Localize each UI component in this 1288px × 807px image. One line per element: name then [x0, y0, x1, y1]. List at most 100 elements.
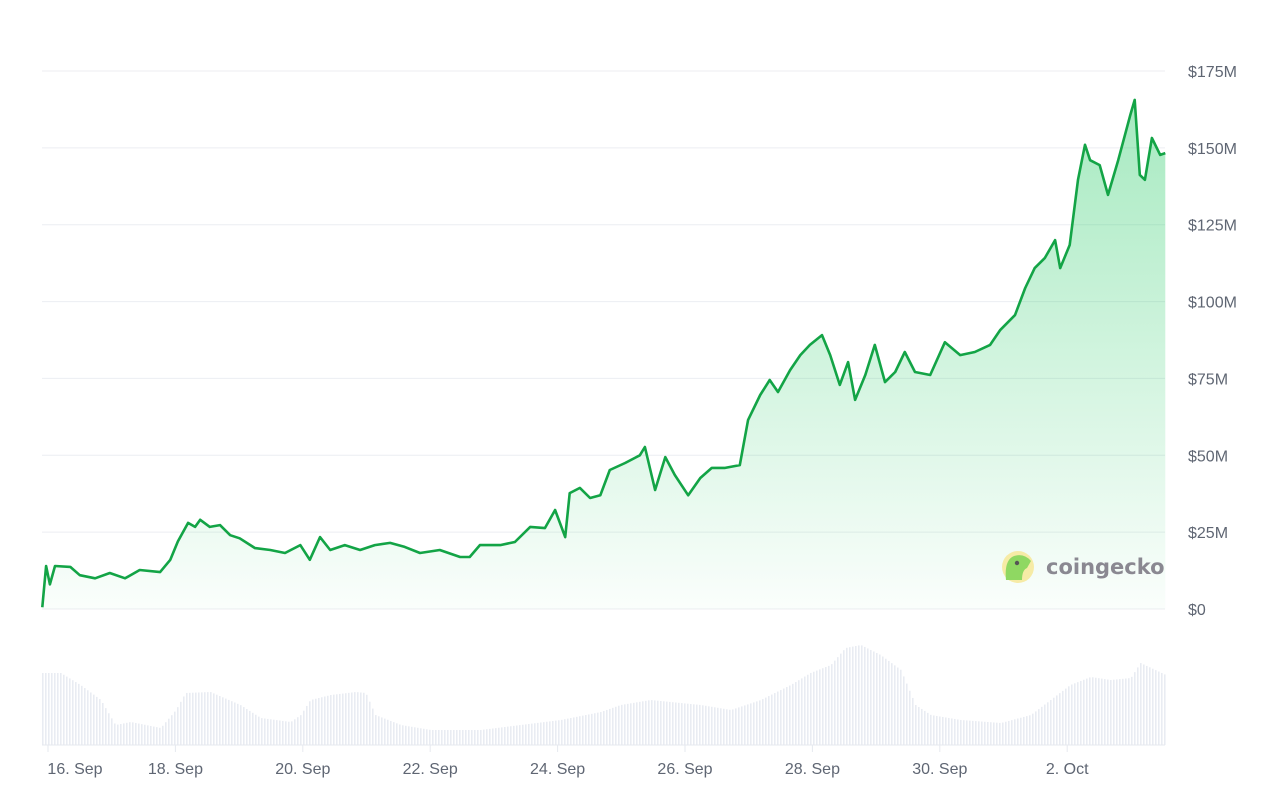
volume-bar — [459, 730, 461, 745]
volume-bar — [828, 665, 830, 745]
volume-bar — [696, 704, 698, 745]
volume-bar — [957, 719, 959, 745]
volume-bar — [651, 700, 653, 745]
volume-bar — [243, 707, 245, 745]
volume-bar — [861, 645, 863, 745]
volume-bar — [762, 699, 764, 745]
volume-bar — [603, 711, 605, 745]
volume-bar — [1098, 678, 1100, 745]
volume-bar — [195, 692, 197, 745]
volume-bar — [681, 703, 683, 745]
volume-bar — [843, 650, 845, 745]
volume-bar — [1149, 667, 1151, 745]
volume-bar — [975, 721, 977, 745]
volume-bar — [234, 702, 236, 745]
volume-bar — [612, 707, 614, 745]
volume-bar — [618, 705, 620, 745]
volume-bar — [873, 651, 875, 745]
volume-bar — [885, 658, 887, 745]
y-tick-label: $50M — [1188, 448, 1228, 465]
volume-bar — [84, 688, 86, 745]
volume-bar — [1053, 697, 1055, 745]
volume-bar — [1074, 683, 1076, 745]
x-axis-labels: 16. Sep 18. Sep 20. Sep 22. Sep 24. Sep 26. S… — [47, 745, 1089, 778]
volume-bar — [465, 730, 467, 745]
volume-bar — [363, 692, 365, 745]
volume-bar — [270, 719, 272, 745]
volume-bar — [906, 683, 908, 745]
volume-bar — [324, 696, 326, 745]
volume-bar — [1119, 679, 1121, 745]
volume-bar — [1065, 688, 1067, 745]
volume-bar — [45, 673, 47, 745]
volume-bar — [669, 701, 671, 745]
volume-bar — [456, 730, 458, 745]
y-tick-label: $150M — [1188, 141, 1237, 158]
volume-bars — [42, 645, 1166, 745]
volume-bar — [498, 727, 500, 745]
volume-bar — [258, 716, 260, 745]
volume-bar — [123, 723, 125, 745]
volume-bar — [1089, 677, 1091, 745]
volume-bar — [1038, 709, 1040, 745]
volume-bar — [972, 720, 974, 745]
volume-bar — [225, 698, 227, 745]
volume-bar — [483, 729, 485, 745]
volume-bar — [1104, 679, 1106, 745]
volume-bar — [663, 701, 665, 745]
volume-bar — [615, 706, 617, 745]
volume-bar — [579, 716, 581, 745]
volume-bar — [117, 724, 119, 745]
volume-bar — [624, 704, 626, 745]
volume-bar — [720, 708, 722, 745]
volume-bar — [900, 669, 902, 745]
x-tick-label: 18. Sep — [148, 761, 203, 778]
volume-bar — [918, 706, 920, 745]
volume-bar — [732, 709, 734, 745]
volume-bar — [351, 692, 353, 745]
volume-bar — [162, 725, 164, 745]
volume-bar — [789, 685, 791, 745]
volume-bar — [219, 695, 221, 745]
y-tick-label: $175M — [1188, 64, 1237, 81]
volume-bar — [822, 668, 824, 745]
volume-bar — [1152, 668, 1154, 745]
volume-bar — [894, 665, 896, 745]
volume-bar — [336, 694, 338, 745]
volume-bar — [882, 656, 884, 745]
volume-bar — [1125, 678, 1127, 745]
volume-bar — [75, 682, 77, 745]
volume-bar — [273, 719, 275, 745]
volume-bar — [915, 705, 917, 745]
volume-bar — [1095, 677, 1097, 745]
volume-bar — [753, 702, 755, 745]
coingecko-brand-text: coingecko — [1046, 555, 1165, 579]
volume-bar — [1161, 672, 1163, 745]
volume-bar — [222, 697, 224, 745]
volume-bar — [405, 725, 407, 745]
volume-bar — [984, 721, 986, 745]
volume-bar — [468, 730, 470, 745]
volume-bar — [1092, 677, 1094, 745]
volume-bar — [693, 704, 695, 745]
market-cap-area — [42, 99, 1166, 610]
volume-bar — [534, 723, 536, 745]
volume-bar — [1056, 695, 1058, 745]
x-tick-label: 30. Sep — [912, 761, 967, 778]
volume-bar — [48, 673, 50, 745]
volume-bar — [528, 724, 530, 745]
volume-bar — [558, 720, 560, 745]
volume-bar — [981, 721, 983, 745]
volume-bar — [606, 709, 608, 745]
volume-bar — [213, 693, 215, 745]
volume-bar — [291, 721, 293, 745]
volume-bar — [879, 654, 881, 745]
volume-bar — [939, 716, 941, 745]
volume-bar — [1122, 678, 1124, 745]
volume-bar — [111, 718, 113, 745]
volume-bar — [384, 718, 386, 745]
volume-bar — [783, 688, 785, 745]
volume-bar — [267, 718, 269, 745]
volume-bar — [1155, 670, 1157, 745]
volume-bar — [846, 647, 848, 745]
